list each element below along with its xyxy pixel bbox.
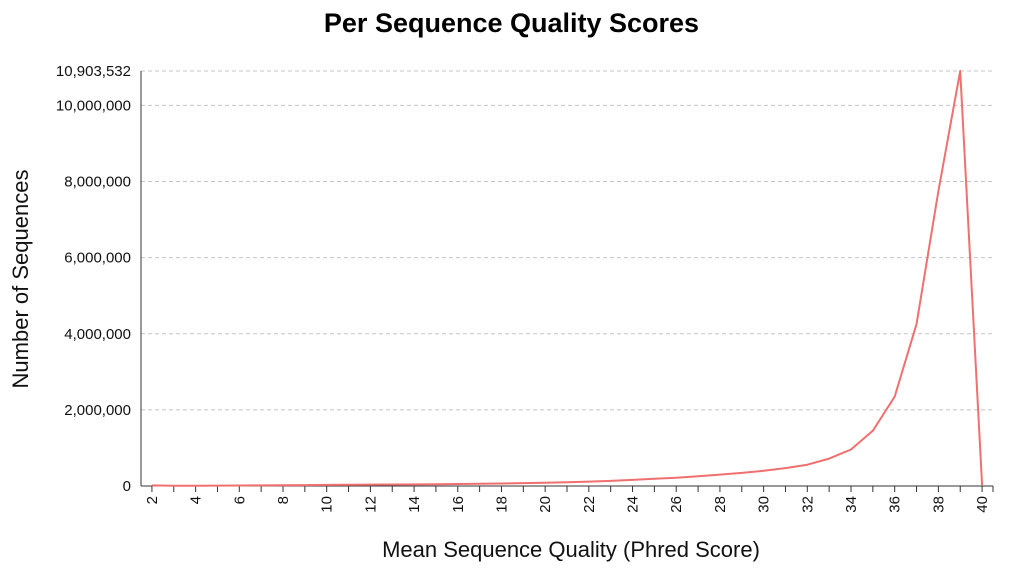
y-axis-label: Number of Sequences (8, 170, 33, 389)
x-tick-label: 36 (887, 496, 904, 513)
x-tick-label: 32 (799, 496, 816, 513)
x-tick-label: 30 (756, 496, 773, 513)
y-tick-label: 0 (123, 478, 131, 495)
data-point (632, 479, 634, 481)
x-tick-label: 34 (843, 496, 860, 513)
data-point (369, 484, 371, 486)
data-point (806, 464, 808, 466)
data-point (348, 484, 350, 486)
data-point (500, 483, 502, 485)
data-point (653, 478, 655, 480)
data-point (151, 484, 153, 486)
x-axis-ticks: 2 4 6 8 10 12 14 16 18 20 22 24 26 28 30 32 34 36 38 40 (144, 486, 994, 513)
grid-lines (141, 70, 993, 411)
axes (140, 71, 993, 487)
series-line (151, 70, 984, 487)
y-tick-label: 10,903,532 (56, 63, 131, 80)
y-tick-label: 8,000,000 (64, 174, 131, 191)
x-tick-label: 16 (450, 496, 467, 513)
data-point (282, 484, 284, 486)
x-axis-label: Mean Sequence Quality (Phred Score) (382, 537, 760, 562)
data-point (959, 70, 961, 72)
x-tick-label: 14 (406, 496, 423, 513)
x-tick-label: 20 (537, 496, 554, 513)
data-point (872, 430, 874, 432)
x-tick-label: 6 (231, 496, 248, 504)
x-tick-label: 10 (319, 496, 336, 513)
data-point (937, 190, 939, 192)
x-tick-label: 4 (188, 496, 205, 504)
data-point (326, 484, 328, 486)
data-point (260, 484, 262, 486)
data-point (457, 483, 459, 485)
data-point (173, 485, 175, 487)
data-point (522, 482, 524, 484)
x-tick-label: 40 (974, 496, 991, 513)
data-point (413, 483, 415, 485)
x-tick-label: 26 (668, 496, 685, 513)
x-tick-label: 8 (275, 496, 292, 504)
data-point (610, 480, 612, 482)
data-point (675, 477, 677, 479)
x-tick-label: 28 (712, 496, 729, 513)
data-point (850, 448, 852, 450)
y-axis-ticks: 0 2,000,000 4,000,000 6,000,000 8,000,000 10,… (56, 63, 131, 495)
data-point (916, 323, 918, 325)
data-point (479, 483, 481, 485)
data-point (741, 472, 743, 474)
data-point (981, 484, 983, 486)
x-tick-label: 24 (625, 496, 642, 513)
x-tick-label: 38 (930, 496, 947, 513)
x-tick-label: 2 (144, 496, 161, 504)
data-point (763, 470, 765, 472)
y-tick-label: 6,000,000 (64, 250, 131, 267)
x-tick-label: 18 (493, 496, 510, 513)
data-point (304, 484, 306, 486)
data-point (588, 481, 590, 483)
y-tick-label: 4,000,000 (64, 326, 131, 343)
data-point (216, 485, 218, 487)
data-point (719, 474, 721, 476)
y-tick-label: 10,000,000 (56, 97, 131, 114)
data-point (828, 458, 830, 460)
data-point (784, 467, 786, 469)
data-point (566, 481, 568, 483)
data-point (195, 485, 197, 487)
data-point (894, 396, 896, 398)
data-point (238, 485, 240, 487)
y-tick-label: 2,000,000 (64, 402, 131, 419)
x-tick-label: 22 (581, 496, 598, 513)
data-point (544, 482, 546, 484)
data-point (697, 475, 699, 477)
x-tick-label: 12 (362, 496, 379, 513)
chart-title: Per Sequence Quality Scores (323, 8, 700, 38)
data-point (391, 483, 393, 485)
plot-area (151, 70, 984, 487)
data-point (435, 483, 437, 485)
